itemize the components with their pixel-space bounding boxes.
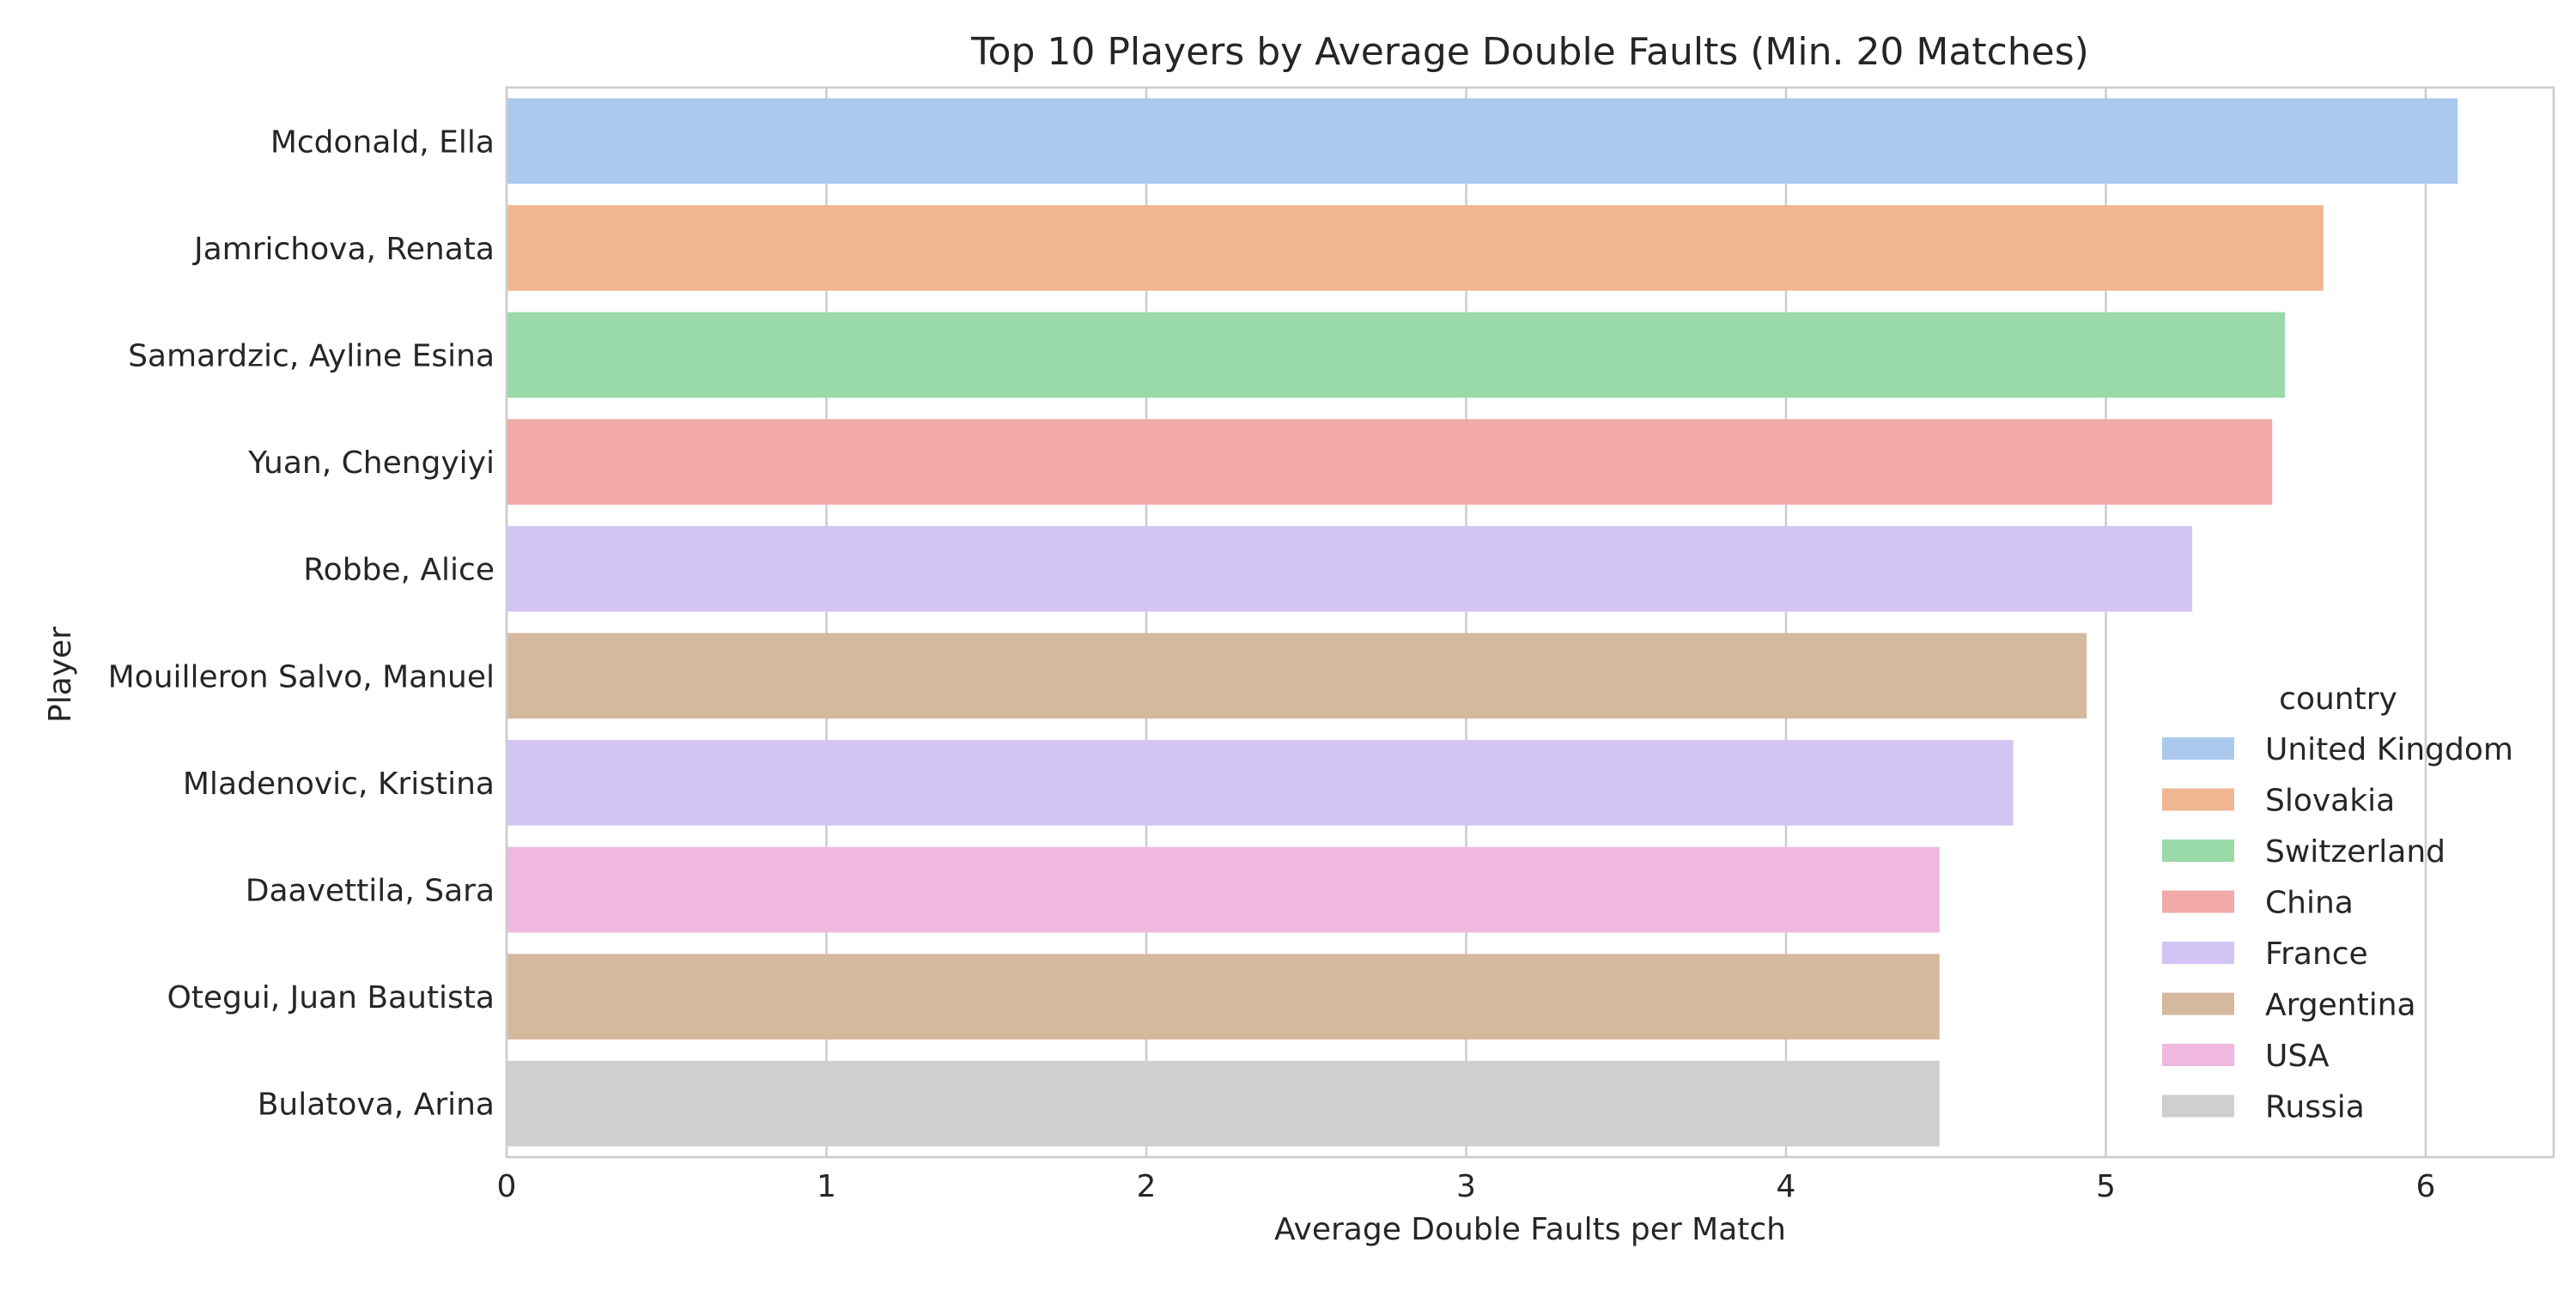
y-tick-label: Mouilleron Salvo, Manuel bbox=[108, 659, 495, 694]
y-tick-label: Jamrichova, Renata bbox=[192, 232, 495, 267]
y-tick-label: Samardzic, Ayline Esina bbox=[128, 339, 495, 374]
legend-swatch bbox=[2162, 942, 2234, 964]
legend-swatch bbox=[2162, 992, 2234, 1015]
x-tick-label: 6 bbox=[2416, 1169, 2436, 1204]
x-tick-label: 4 bbox=[1777, 1169, 1796, 1204]
legend-swatch bbox=[2162, 1044, 2234, 1066]
bar bbox=[507, 954, 1940, 1039]
legend-label: China bbox=[2265, 886, 2354, 921]
legend-label: Slovakia bbox=[2265, 784, 2395, 819]
legend-label: Argentina bbox=[2265, 988, 2416, 1023]
y-tick-labels: Mcdonald, Ella Jamrichova, Renata Samardzi… bbox=[108, 124, 495, 1122]
bar bbox=[507, 525, 2193, 612]
chart-title: Top 10 Players by Average Double Faults … bbox=[970, 30, 2089, 74]
y-tick-label: Mcdonald, Ella bbox=[270, 124, 495, 160]
bar bbox=[507, 846, 1940, 933]
legend-swatch bbox=[2162, 1094, 2234, 1118]
x-tick-label: 3 bbox=[1456, 1169, 1476, 1204]
legend-swatch bbox=[2162, 737, 2234, 760]
y-tick-label: Otegui, Juan Bautista bbox=[167, 980, 495, 1015]
x-tick-label: 2 bbox=[1137, 1169, 1157, 1204]
bar bbox=[507, 205, 2324, 291]
x-tick-labels: 0 1 2 3 4 5 6 bbox=[497, 1169, 2436, 1204]
y-tick-label: Bulatova, Arina bbox=[258, 1088, 495, 1123]
legend-label: Russia bbox=[2265, 1090, 2365, 1125]
bar bbox=[507, 98, 2458, 185]
legend: country United Kingdom Slovakia Switzerlan… bbox=[2162, 682, 2513, 1125]
legend-swatch bbox=[2162, 839, 2234, 862]
x-tick-label: 5 bbox=[2096, 1169, 2116, 1204]
legend-swatch bbox=[2162, 788, 2234, 811]
legend-label: USA bbox=[2265, 1039, 2330, 1074]
plot-frame bbox=[505, 86, 2555, 1159]
y-axis-label: Player bbox=[43, 627, 78, 723]
bars bbox=[507, 98, 2458, 1147]
x-axis-label: Average Double Faults per Match bbox=[1274, 1212, 1786, 1247]
legend-entries: United Kingdom Slovakia Switzerland China Fr… bbox=[2162, 732, 2513, 1125]
legend-label: Switzerland bbox=[2265, 834, 2445, 870]
y-tick-label: Daavettila, Sara bbox=[246, 874, 495, 909]
y-tick-label: Mladenovic, Kristina bbox=[183, 767, 495, 802]
legend-label: United Kingdom bbox=[2265, 732, 2513, 767]
y-tick-label: Yuan, Chengyiyi bbox=[247, 445, 495, 481]
bar bbox=[507, 312, 2286, 398]
legend-label: France bbox=[2265, 936, 2368, 972]
bar bbox=[507, 1060, 1940, 1147]
legend-title: country bbox=[2279, 682, 2397, 717]
y-tick-label: Robbe, Alice bbox=[303, 553, 495, 588]
bar bbox=[507, 740, 2014, 826]
bar bbox=[507, 419, 2273, 505]
x-tick-label: 1 bbox=[817, 1169, 836, 1204]
bar bbox=[507, 633, 2087, 719]
x-tick-label: 0 bbox=[497, 1169, 517, 1204]
legend-swatch bbox=[2162, 890, 2234, 913]
